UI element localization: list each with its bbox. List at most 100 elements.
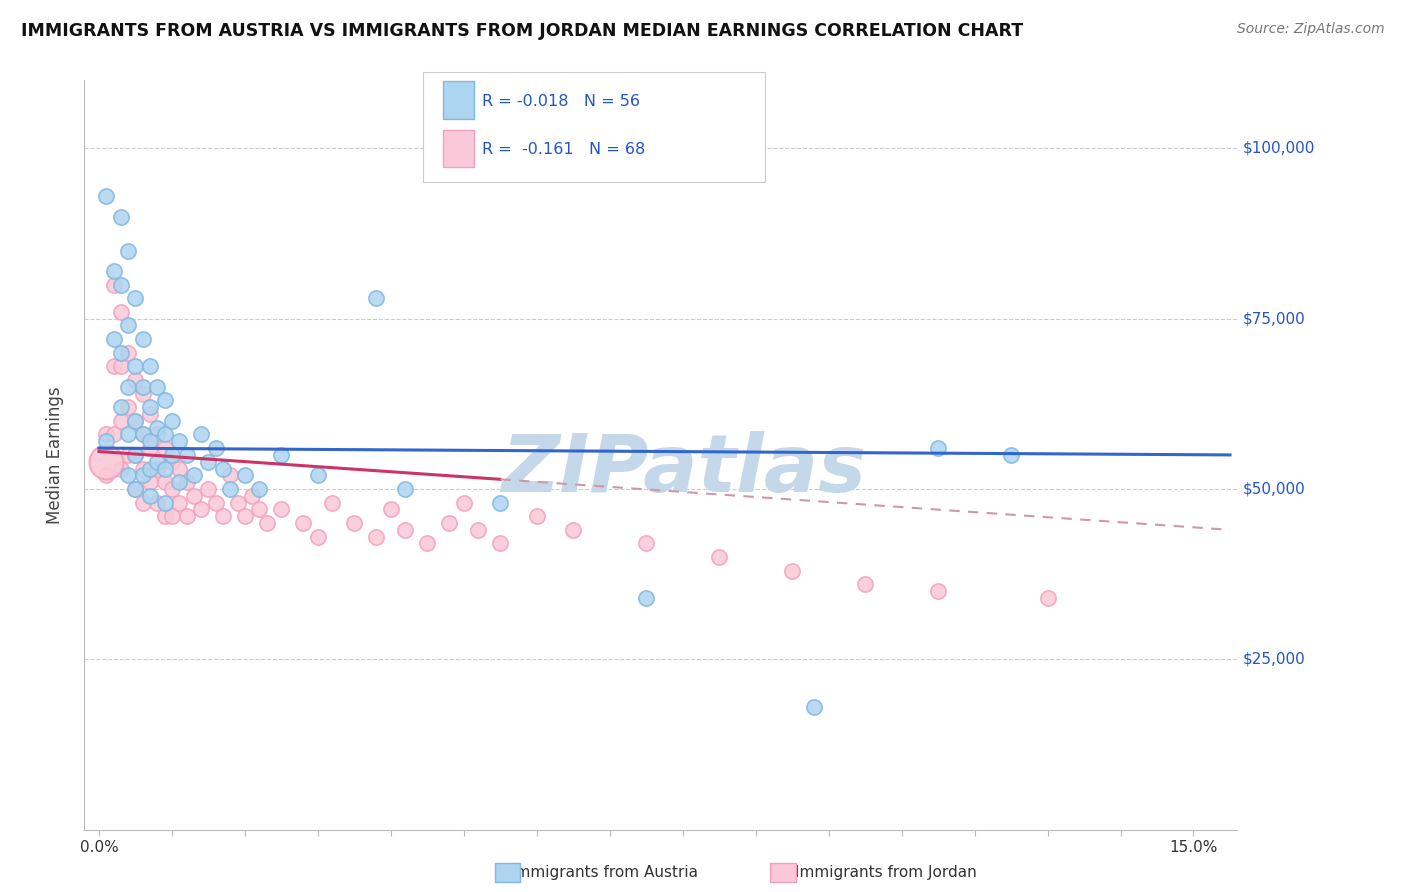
Point	[139, 475, 162, 490]
Point	[132, 427, 155, 442]
Point	[146, 420, 169, 434]
Point	[110, 277, 132, 292]
Point	[139, 401, 162, 415]
Point	[183, 468, 205, 483]
Point	[117, 468, 139, 483]
Point	[124, 414, 146, 428]
Point	[467, 523, 489, 537]
Point	[160, 455, 183, 469]
Point	[343, 516, 366, 530]
Point	[190, 427, 212, 442]
Text: Source: ZipAtlas.com: Source: ZipAtlas.com	[1237, 22, 1385, 37]
Point	[146, 461, 169, 475]
Point	[117, 427, 139, 442]
Point	[249, 482, 271, 496]
Point	[176, 475, 198, 490]
Point	[1036, 591, 1059, 605]
Point	[153, 461, 176, 475]
Point	[96, 189, 118, 203]
Point	[636, 536, 658, 550]
Point	[124, 373, 146, 387]
Point	[160, 509, 183, 524]
Point	[124, 448, 146, 462]
Text: Immigrants from Austria: Immigrants from Austria	[510, 865, 699, 880]
Point	[212, 461, 235, 475]
Point	[153, 441, 176, 455]
Point	[103, 359, 125, 374]
Point	[124, 291, 146, 305]
Point	[366, 530, 388, 544]
Point	[160, 482, 183, 496]
Text: R = -0.018   N = 56: R = -0.018 N = 56	[482, 94, 640, 109]
Point	[124, 482, 146, 496]
Point	[146, 455, 169, 469]
Point	[1000, 448, 1022, 462]
Point	[117, 318, 139, 333]
Point	[110, 461, 132, 475]
Point	[132, 427, 155, 442]
Point	[146, 380, 169, 394]
Text: ZIPatlas: ZIPatlas	[502, 431, 866, 509]
Point	[636, 591, 658, 605]
Point	[153, 475, 176, 490]
Point	[117, 448, 139, 462]
Point	[489, 495, 512, 509]
Point	[103, 427, 125, 442]
Point	[132, 495, 155, 509]
Point	[117, 244, 139, 258]
Point	[139, 489, 162, 503]
Point	[212, 509, 235, 524]
Point	[190, 502, 212, 516]
Point	[139, 441, 162, 455]
Point	[307, 468, 329, 483]
Point	[233, 468, 256, 483]
Point	[176, 448, 198, 462]
Point	[437, 516, 460, 530]
Point	[853, 577, 876, 591]
Point	[124, 414, 146, 428]
Point	[117, 401, 139, 415]
Point	[240, 489, 263, 503]
Point	[321, 495, 343, 509]
Point	[96, 427, 118, 442]
Point	[103, 264, 125, 278]
Point	[219, 468, 242, 483]
Point	[233, 509, 256, 524]
Point	[780, 564, 803, 578]
Point	[197, 482, 219, 496]
Point	[204, 441, 226, 455]
Point	[219, 482, 242, 496]
Point	[927, 584, 949, 599]
Point	[204, 495, 226, 509]
Text: $50,000: $50,000	[1243, 482, 1306, 497]
Point	[226, 495, 249, 509]
Point	[139, 407, 162, 421]
Point	[124, 359, 146, 374]
Point	[167, 461, 190, 475]
Point	[153, 495, 176, 509]
Point	[117, 380, 139, 394]
Point	[803, 700, 825, 714]
Point	[416, 536, 439, 550]
Point	[132, 468, 155, 483]
Point	[256, 516, 278, 530]
Text: $25,000: $25,000	[1243, 652, 1306, 666]
Point	[394, 523, 416, 537]
Text: IMMIGRANTS FROM AUSTRIA VS IMMIGRANTS FROM JORDAN MEDIAN EARNINGS CORRELATION CH: IMMIGRANTS FROM AUSTRIA VS IMMIGRANTS FR…	[21, 22, 1024, 40]
Point	[153, 509, 176, 524]
Point	[139, 461, 162, 475]
Point	[526, 509, 548, 524]
Text: Immigrants from Jordan: Immigrants from Jordan	[794, 865, 977, 880]
Point	[110, 414, 132, 428]
Point	[153, 393, 176, 408]
Text: $100,000: $100,000	[1243, 141, 1316, 156]
Point	[110, 359, 132, 374]
Point	[110, 401, 132, 415]
Point	[562, 523, 585, 537]
Point	[153, 427, 176, 442]
Point	[270, 502, 292, 516]
Point	[160, 448, 183, 462]
Text: $75,000: $75,000	[1243, 311, 1306, 326]
Point	[96, 434, 118, 449]
Point	[176, 509, 198, 524]
